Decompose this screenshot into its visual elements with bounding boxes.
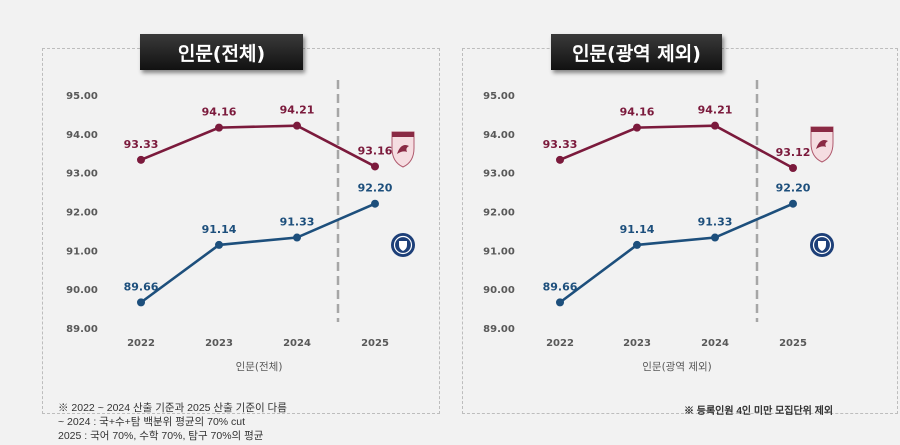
data-point (556, 298, 564, 307)
data-point (556, 155, 564, 164)
data-label: 91.14 (202, 223, 237, 236)
data-label: 91.33 (280, 216, 315, 229)
data-label: 92.20 (776, 182, 811, 195)
yonsei-crest-ring-icon (812, 235, 832, 255)
data-point (371, 199, 379, 208)
data-label: 89.66 (124, 280, 159, 293)
data-point (789, 199, 797, 208)
tiger-icon (397, 145, 409, 154)
y-tick-label: 93.00 (66, 169, 98, 180)
x-axis-label: 인문(광역 제외) (642, 361, 712, 373)
data-point (371, 162, 379, 171)
y-tick-label: 95.00 (66, 91, 98, 102)
data-point (215, 240, 223, 249)
data-label: 93.16 (358, 144, 393, 157)
data-label: 91.33 (698, 216, 733, 229)
x-tick-label: 2022 (127, 338, 155, 349)
x-tick-label: 2025 (779, 338, 807, 349)
data-point (215, 123, 223, 132)
data-label: 94.16 (620, 106, 655, 119)
x-tick-label: 2022 (546, 338, 574, 349)
y-tick-label: 91.00 (66, 246, 98, 257)
footnote-line: ※ 2022 ~ 2024 산출 기준과 2025 산출 기준이 다름 (58, 402, 287, 414)
x-axis-label: 인문(전체) (236, 361, 283, 373)
data-label: 89.66 (543, 280, 578, 293)
data-point (789, 164, 797, 173)
y-tick-label: 92.00 (66, 208, 98, 219)
series-line-yonsei-university-crest (559, 202, 794, 304)
data-label: 93.33 (124, 138, 159, 151)
data-point (137, 155, 145, 164)
data-label: 94.21 (698, 104, 733, 117)
chart-title-left: 인문(전체) (140, 34, 303, 70)
data-point (633, 123, 641, 132)
footnote-right: ※ 등록인원 4인 미만 모집단위 제외 (684, 406, 834, 417)
data-point (293, 233, 301, 242)
y-tick-label: 94.00 (66, 130, 98, 141)
chart-title-right: 인문(광역 제외) (551, 34, 722, 70)
y-tick-label: 90.00 (66, 285, 98, 296)
yonsei-crest-ring-icon (393, 235, 413, 255)
data-point (711, 121, 719, 130)
yonsei-shield-icon (399, 241, 407, 251)
tiger-icon (816, 140, 828, 149)
yonsei-shield-icon (818, 241, 826, 251)
data-label: 92.20 (358, 182, 393, 195)
series-line-yonsei-university-crest (140, 202, 376, 304)
footnote-line: 2025 : 국어 70%, 수학 70%, 탐구 70%의 평균 (58, 430, 264, 442)
series-line-korea-university-crest (559, 124, 794, 170)
footnote-line: ~ 2024 : 국+수+탐 백분위 평균의 70% cut (58, 416, 246, 428)
x-tick-label: 2023 (205, 338, 233, 349)
data-label: 93.12 (776, 146, 811, 159)
y-tick-label: 92.00 (483, 208, 515, 219)
x-tick-label: 2023 (623, 338, 651, 349)
series-line-korea-university-crest (140, 124, 376, 168)
y-tick-label: 91.00 (483, 246, 515, 257)
data-label: 94.16 (202, 106, 237, 119)
y-tick-label: 94.00 (483, 130, 515, 141)
y-tick-label: 89.00 (66, 324, 98, 335)
y-tick-label: 90.00 (483, 285, 515, 296)
y-tick-label: 89.00 (483, 324, 515, 335)
y-tick-label: 95.00 (483, 91, 515, 102)
data-label: 94.21 (280, 104, 315, 117)
korea-crest-banner-icon (392, 132, 414, 137)
data-point (293, 121, 301, 130)
data-point (633, 240, 641, 249)
footnote-left: ※ 2022 ~ 2024 산출 기준과 2025 산출 기준이 다름 ~ 20… (58, 401, 287, 443)
x-tick-label: 2025 (361, 338, 389, 349)
data-label: 93.33 (543, 138, 578, 151)
data-label: 91.14 (620, 223, 655, 236)
korea-crest-banner-icon (811, 127, 833, 132)
x-tick-label: 2024 (283, 338, 311, 349)
y-tick-label: 93.00 (483, 169, 515, 180)
data-point (137, 298, 145, 307)
data-point (711, 233, 719, 242)
x-tick-label: 2024 (701, 338, 729, 349)
